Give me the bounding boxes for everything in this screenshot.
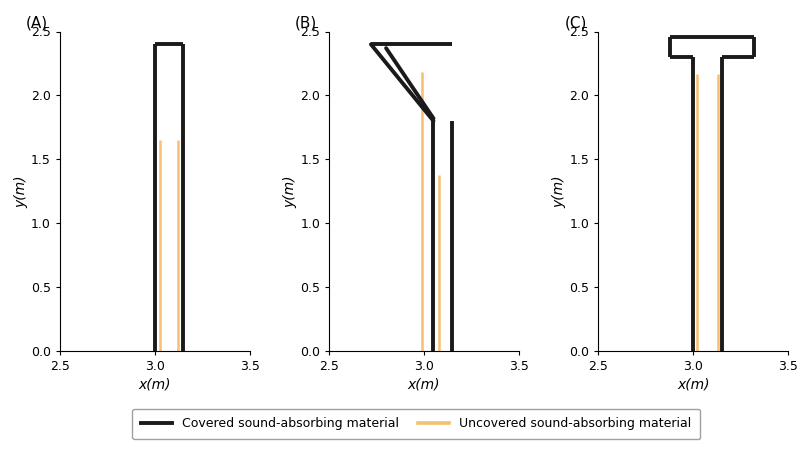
Text: (C): (C) xyxy=(564,15,586,31)
Y-axis label: y(m): y(m) xyxy=(14,175,28,207)
Y-axis label: y(m): y(m) xyxy=(283,175,298,207)
Legend: Covered sound-absorbing material, Uncovered sound-absorbing material: Covered sound-absorbing material, Uncove… xyxy=(132,409,700,439)
X-axis label: x(m): x(m) xyxy=(408,377,440,391)
Y-axis label: y(m): y(m) xyxy=(553,175,566,207)
X-axis label: x(m): x(m) xyxy=(138,377,171,391)
X-axis label: x(m): x(m) xyxy=(677,377,710,391)
Text: (A): (A) xyxy=(26,15,48,31)
Text: (B): (B) xyxy=(295,15,318,31)
